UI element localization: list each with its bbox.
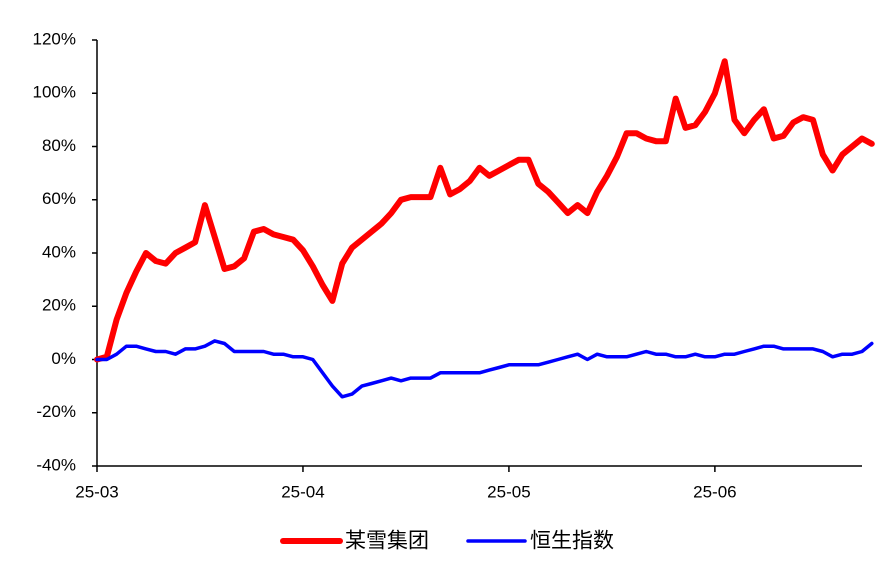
y-tick-label: 20% <box>42 296 76 315</box>
y-tick-label: 60% <box>42 189 76 208</box>
series-line <box>94 58 875 363</box>
legend-label: 某雪集团 <box>345 530 429 553</box>
y-tick-label: -20% <box>36 402 76 421</box>
y-tick-label: 80% <box>42 136 76 155</box>
x-tick-label: 25-03 <box>75 482 118 501</box>
x-tick-label: 25-06 <box>693 482 736 501</box>
x-tick-label: 25-04 <box>281 482 324 501</box>
legend: 某雪集团 恒生指数 <box>280 530 614 553</box>
y-tick-label: 0% <box>51 349 76 368</box>
y-tick-label: -40% <box>36 455 76 474</box>
x-tick-label: 25-05 <box>487 482 530 501</box>
legend-label: 恒生指数 <box>530 530 614 553</box>
y-tick-label: 100% <box>33 83 76 102</box>
y-tick-label: 120% <box>33 29 76 48</box>
y-tick-label: 40% <box>42 242 76 261</box>
series-line <box>95 339 874 399</box>
